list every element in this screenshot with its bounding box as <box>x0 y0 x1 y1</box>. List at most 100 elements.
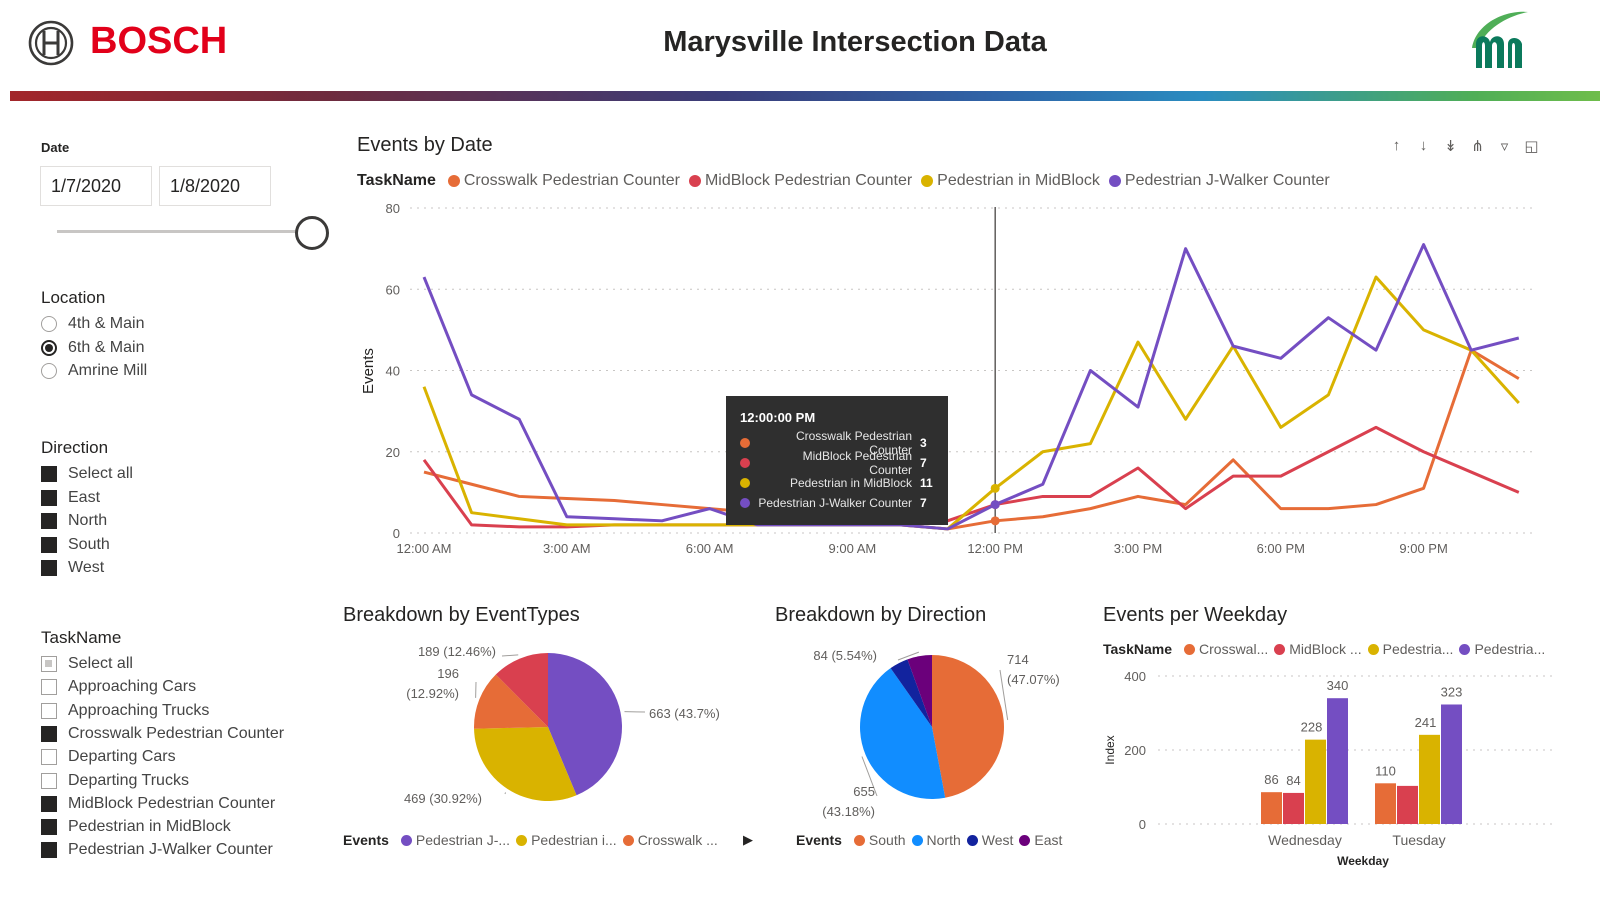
checkbox[interactable] <box>41 656 57 672</box>
taskname-option[interactable]: MidBlock Pedestrian Counter <box>41 795 275 813</box>
bosch-armature-icon <box>28 20 74 66</box>
pie-leader-line <box>999 669 1009 721</box>
legend-marker <box>516 834 528 846</box>
legend-item[interactable]: MidBlock Pedestrian Counter <box>688 172 912 190</box>
drill-up-icon[interactable]: ↑ <box>1392 137 1401 154</box>
radio-button[interactable] <box>41 316 57 332</box>
direction-option[interactable]: North <box>41 512 107 530</box>
legend-item[interactable]: West <box>966 832 1013 848</box>
pie-data-label: 189 (12.46%) <box>418 644 496 659</box>
tooltip-row: Crosswalk Pedestrian Counter 3 <box>740 429 934 457</box>
y-axis-title: Events <box>360 348 377 394</box>
header-gradient-bar <box>10 91 1600 101</box>
hover-point <box>990 516 1000 526</box>
pie-slice <box>932 655 1005 798</box>
direction-option-label: West <box>68 559 105 576</box>
legend-item[interactable]: Pedestrian J-... <box>400 832 510 848</box>
y-axis-title: Index <box>1103 735 1117 764</box>
checkbox[interactable] <box>41 560 57 576</box>
taskname-option[interactable]: Departing Cars <box>41 748 176 766</box>
focus-mode-icon[interactable]: ◱ <box>1524 138 1539 155</box>
legend-label: South <box>868 832 906 848</box>
date-end-input[interactable]: 1/8/2020 <box>159 166 271 206</box>
legend-item[interactable]: South <box>853 832 906 848</box>
legend-marker <box>966 834 978 846</box>
legend-item[interactable]: Crosswalk ... <box>622 832 718 848</box>
location-option-label: 6th & Main <box>68 338 145 356</box>
checkbox[interactable] <box>41 679 57 696</box>
checkbox[interactable] <box>41 842 57 859</box>
taskname-option-label: Pedestrian J-Walker Counter <box>68 841 273 859</box>
legend-item[interactable]: Pedestrian in MidBlock <box>921 172 1100 190</box>
bar-data-label: 86 <box>1264 772 1278 787</box>
legend-item[interactable]: Pedestria... <box>1367 641 1453 657</box>
x-tick-label: 12:00 PM <box>967 541 1023 556</box>
event-types-legend: Events Pedestrian J-... Pedestrian i... Cr… <box>343 832 724 848</box>
checkbox[interactable] <box>41 489 57 506</box>
weekday-title: Events per Weekday <box>1103 604 1288 626</box>
checkbox[interactable] <box>41 772 57 789</box>
legend-marker <box>447 175 460 187</box>
pie-slice <box>907 655 932 727</box>
checkbox[interactable] <box>41 513 57 529</box>
checkbox[interactable] <box>41 795 57 812</box>
series-line <box>422 425 1520 529</box>
checkbox[interactable] <box>41 536 57 553</box>
location-option[interactable]: Amrine Mill <box>41 362 147 380</box>
direction-option[interactable]: West <box>41 559 104 577</box>
taskname-option[interactable]: Approaching Trucks <box>41 702 209 720</box>
direction-option[interactable]: South <box>41 536 110 554</box>
date-start-input[interactable]: 1/7/2020 <box>40 166 152 206</box>
direction-option[interactable]: East <box>41 489 100 507</box>
legend-item[interactable]: Crosswal... <box>1184 641 1268 657</box>
checkbox[interactable] <box>41 702 57 719</box>
legend-label: Pedestria... <box>1474 641 1546 657</box>
legend-item[interactable]: Pedestrian i... <box>516 832 617 848</box>
direction-option[interactable]: Select all <box>41 465 133 483</box>
pie-slice <box>474 674 548 729</box>
location-option[interactable]: 4th & Main <box>41 315 144 333</box>
taskname-option[interactable]: Pedestrian in MidBlock <box>41 818 231 836</box>
taskname-option[interactable]: Crosswalk Pedestrian Counter <box>41 725 284 743</box>
legend-item[interactable]: Pedestria... <box>1459 641 1545 657</box>
legend-item[interactable]: Pedestrian J-Walker Counter <box>1108 172 1330 190</box>
drill-down-icon[interactable]: ↓ <box>1419 137 1428 154</box>
legend-next-arrow-icon[interactable]: ▶ <box>743 832 753 847</box>
checkbox[interactable] <box>41 819 57 836</box>
date-slider-handle[interactable] <box>295 216 329 250</box>
legend-item[interactable]: Crosswalk Pedestrian Counter <box>447 172 680 190</box>
taskname-option[interactable]: Pedestrian J-Walker Counter <box>41 841 273 859</box>
checkbox[interactable] <box>41 725 57 742</box>
x-tick-label: 12:00 AM <box>397 541 452 556</box>
pie-data-label: 469 (30.92%) <box>404 791 482 806</box>
checkbox[interactable] <box>41 466 57 482</box>
y-tick-label: 0 <box>393 526 400 541</box>
taskname-option[interactable]: Approaching Cars <box>41 678 196 696</box>
x-tick-label: 6:00 AM <box>686 541 734 556</box>
legend-item[interactable]: North <box>911 832 961 848</box>
tooltip-value: 11 <box>920 476 933 490</box>
direction-slicer-label: Direction <box>41 438 109 457</box>
pie-data-label: (12.92%) <box>406 686 459 701</box>
radio-button[interactable] <box>41 339 57 356</box>
radio-button[interactable] <box>41 363 57 379</box>
legend-label: Pedestrian J-Walker Counter <box>1124 172 1330 189</box>
legend-item[interactable]: East <box>1019 832 1062 848</box>
taskname-option-label: Crosswalk Pedestrian Counter <box>68 724 285 742</box>
expand-next-level-icon[interactable]: ↡ <box>1444 138 1457 155</box>
legend-marker <box>1459 643 1471 655</box>
location-option[interactable]: 6th & Main <box>41 339 144 357</box>
events-by-date-legend: TaskName Crosswalk Pedestrian Counter Mid… <box>357 172 1339 190</box>
pie-slice <box>548 653 623 796</box>
pie-slice <box>890 659 932 727</box>
taskname-option[interactable]: Departing Trucks <box>41 772 189 790</box>
tooltip-marker <box>740 458 750 468</box>
taskname-option[interactable]: Select all <box>41 655 133 673</box>
direction-title: Breakdown by Direction <box>775 604 987 626</box>
hierarchy-icon[interactable]: ⋔ <box>1471 138 1484 155</box>
date-slider-track[interactable] <box>57 230 297 233</box>
checkbox[interactable] <box>41 749 57 766</box>
filter-icon[interactable]: ▿ <box>1500 138 1509 155</box>
legend-item[interactable]: MidBlock ... <box>1274 641 1362 657</box>
